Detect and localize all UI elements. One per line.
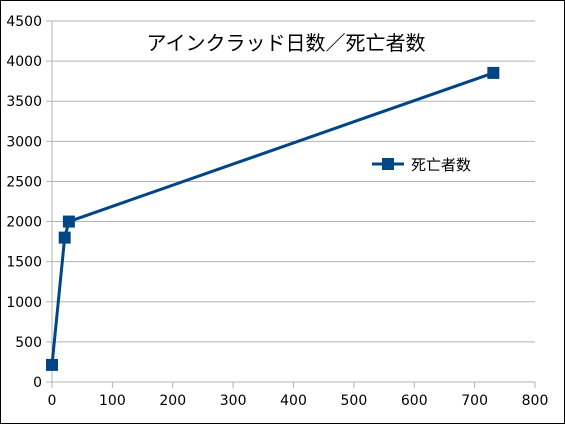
- x-tick-label-200: 200: [159, 393, 186, 409]
- y-tick-label-1500: 1500: [6, 255, 42, 271]
- x-tick-label-0: 0: [48, 393, 57, 409]
- legend: 死亡者数: [372, 156, 471, 174]
- y-tick-label-4000: 4000: [6, 54, 42, 70]
- gridlines: [52, 20, 535, 343]
- axes: [46, 20, 536, 388]
- data-point-marker: [46, 358, 58, 371]
- y-tick-label-2000: 2000: [6, 215, 42, 231]
- chart-title: アインクラッド日数／死亡者数: [147, 31, 426, 55]
- data-point-marker: [58, 231, 71, 244]
- y-tick-label-500: 500: [15, 335, 42, 351]
- data-point-marker: [62, 215, 75, 228]
- x-tick-label-300: 300: [220, 393, 247, 409]
- x-tick-label-700: 700: [461, 393, 488, 409]
- legend-label: 死亡者数: [411, 156, 471, 174]
- series-line-0: [50, 71, 494, 366]
- y-tick-label-3000: 3000: [6, 134, 42, 150]
- legend-marker-swatch: [382, 158, 394, 170]
- y-axis-tick-labels: 0 500 1000 1500 2000 2500 3000 3500 4000 4500: [6, 14, 42, 391]
- x-axis-tick-labels: 0 100 200 300 400 500 600 700 800: [48, 393, 549, 409]
- y-tick-label-3500: 3500: [6, 94, 42, 110]
- y-tick-label-4500: 4500: [6, 14, 42, 30]
- data-point-marker: [487, 66, 500, 79]
- x-tick-label-400: 400: [280, 393, 307, 409]
- x-tick-label-800: 800: [522, 393, 549, 409]
- y-tick-label-0: 0: [33, 375, 42, 391]
- series-layer: [46, 66, 500, 371]
- x-tick-label-500: 500: [341, 393, 368, 409]
- y-tick-label-2500: 2500: [6, 174, 42, 190]
- y-tick-label-1000: 1000: [6, 295, 42, 311]
- x-tick-label-600: 600: [401, 393, 428, 409]
- x-tick-label-100: 100: [99, 393, 126, 409]
